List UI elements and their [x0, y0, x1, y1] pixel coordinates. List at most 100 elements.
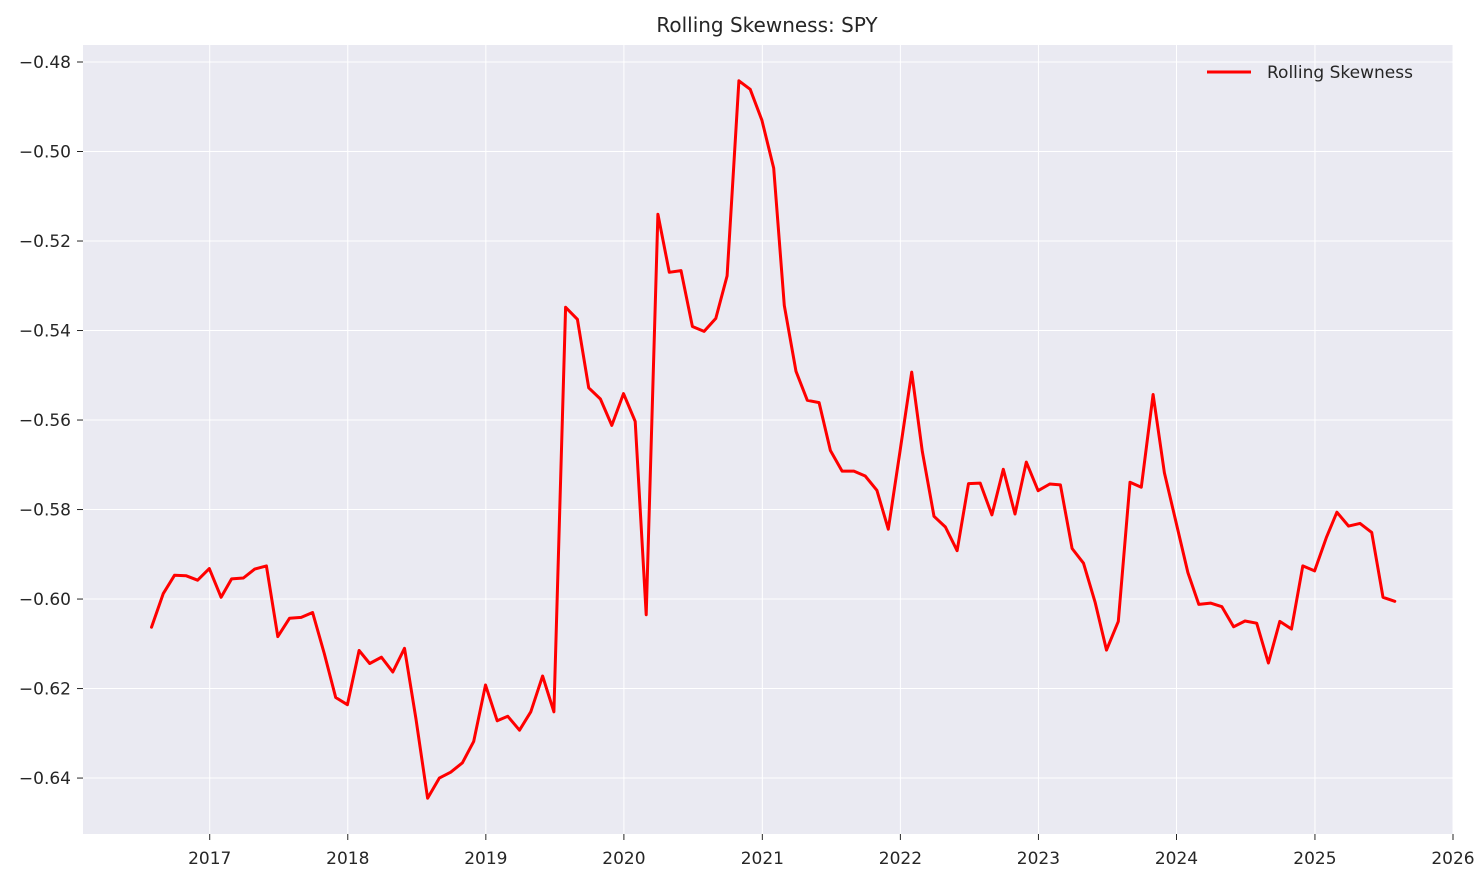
data-point: [817, 401, 821, 404]
data-point: [772, 166, 775, 170]
data-point: [196, 579, 199, 582]
x-tick-label: 2024: [1155, 849, 1198, 869]
data-point: [783, 304, 786, 307]
data-point: [1070, 547, 1074, 550]
data-point: [242, 576, 245, 580]
data-point: [737, 79, 741, 83]
y-tick-label: −0.54: [19, 322, 71, 342]
data-point: [208, 567, 211, 570]
data-point: [1197, 603, 1201, 606]
data-point: [518, 729, 521, 732]
data-point: [496, 719, 499, 722]
data-point: [552, 710, 556, 713]
data-point: [1059, 483, 1062, 487]
data-point: [529, 710, 532, 713]
data-point: [1290, 627, 1293, 631]
data-point: [864, 474, 867, 478]
data-point: [749, 88, 752, 91]
data-point: [702, 330, 706, 333]
data-point: [806, 399, 809, 402]
data-point: [541, 674, 544, 678]
data-point: [645, 613, 648, 616]
x-tick-label: 2018: [326, 849, 369, 869]
data-point: [852, 469, 856, 473]
data-point: [276, 635, 279, 638]
data-point: [1393, 600, 1397, 603]
x-tick-label: 2026: [1431, 849, 1474, 869]
data-point: [1301, 564, 1305, 568]
data-point: [1335, 511, 1339, 514]
data-point: [829, 449, 832, 452]
x-axis: 2017 2018 2019 2020 2021 2022 2023 2024 2025 2026: [188, 834, 1475, 869]
data-point: [1220, 605, 1224, 608]
data-point: [1370, 531, 1373, 534]
y-tick-label: −0.60: [19, 590, 71, 610]
grid-lines: [83, 45, 1454, 834]
y-tick-label: −0.50: [19, 143, 71, 163]
data-point: [691, 325, 694, 328]
data-point: [403, 647, 406, 650]
data-point: [300, 616, 303, 619]
data-point: [679, 269, 683, 272]
data-point: [587, 386, 590, 389]
x-tick-label: 2019: [464, 849, 507, 869]
y-tick-label: −0.52: [19, 232, 71, 252]
data-point: [921, 450, 924, 453]
data-point: [1140, 486, 1143, 489]
data-point: [265, 564, 268, 568]
data-point: [760, 119, 764, 122]
x-tick-label: 2020: [602, 849, 645, 869]
data-point: [1151, 393, 1155, 396]
data-point: [576, 318, 579, 321]
data-point: [288, 617, 291, 620]
y-tick-label: −0.56: [19, 411, 71, 431]
data-point: [610, 424, 613, 427]
data-point: [714, 317, 717, 320]
data-point: [438, 776, 441, 780]
data-point: [1128, 481, 1132, 484]
data-point: [1313, 569, 1316, 573]
data-point: [472, 740, 475, 743]
data-point: [1105, 648, 1108, 652]
data-point: [230, 577, 233, 581]
data-point: [391, 670, 394, 674]
data-point: [656, 213, 660, 216]
data-point: [1381, 596, 1385, 599]
x-tick-label: 2017: [188, 849, 231, 869]
data-point: [840, 469, 844, 473]
data-point: [944, 525, 947, 529]
data-point: [173, 574, 176, 577]
plot-area: [83, 45, 1453, 834]
data-point: [346, 703, 349, 706]
data-point: [426, 797, 429, 800]
y-tick-label: −0.58: [19, 501, 71, 521]
y-tick-label: −0.48: [19, 53, 71, 73]
data-point: [1209, 601, 1212, 605]
data-point: [1025, 460, 1028, 464]
data-point: [449, 771, 452, 774]
y-tick-label: −0.64: [19, 769, 71, 789]
data-point: [323, 652, 326, 655]
data-point: [725, 274, 729, 278]
data-point: [185, 574, 188, 577]
data-point: [357, 649, 361, 652]
data-point: [1358, 522, 1362, 525]
data-point: [1325, 536, 1328, 539]
y-tick-label: −0.62: [19, 680, 71, 700]
data-point: [898, 450, 902, 453]
data-point: [1278, 620, 1282, 623]
data-point: [334, 696, 337, 699]
data-point: [599, 397, 602, 401]
data-point: [1117, 620, 1120, 623]
data-point: [1347, 524, 1350, 528]
x-tick-label: 2023: [1017, 849, 1060, 869]
data-point: [461, 761, 464, 764]
data-point: [979, 481, 982, 485]
data-point: [1255, 622, 1258, 625]
data-point: [1036, 489, 1040, 492]
data-point: [219, 596, 223, 599]
data-point: [484, 683, 487, 687]
x-tick-label: 2021: [741, 849, 784, 869]
series-layer: [150, 79, 1397, 800]
